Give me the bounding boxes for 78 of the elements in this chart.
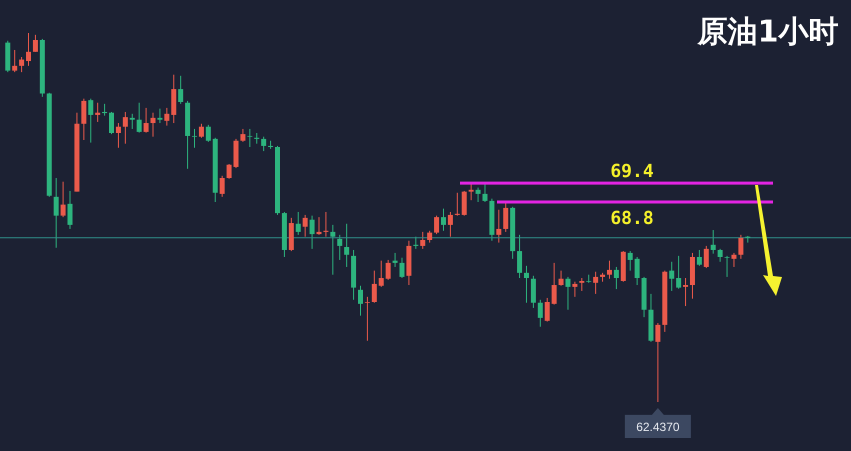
- candlestick: [226, 163, 232, 180]
- candlestick: [95, 102, 100, 122]
- candlestick: [54, 178, 59, 248]
- candlestick: [476, 187, 481, 202]
- candlestick: [26, 32, 32, 66]
- candlestick: [261, 136, 266, 152]
- candlestick: [544, 297, 550, 322]
- candlestick: [614, 266, 619, 290]
- candlestick: [122, 111, 128, 144]
- candlestick: [240, 128, 246, 142]
- candlestick: [330, 224, 336, 276]
- candlestick: [60, 181, 66, 218]
- candlestick: [310, 215, 315, 250]
- candlestick: [198, 123, 204, 138]
- candlestick: [88, 98, 94, 144]
- candlestick: [68, 190, 73, 230]
- candlestick: [655, 322, 660, 402]
- candlestick: [116, 122, 121, 148]
- candlestick: [558, 270, 564, 286]
- candlestick: [572, 281, 578, 298]
- candlestick: [12, 49, 18, 73]
- candlestick: [136, 102, 142, 134]
- candlestick: [268, 140, 274, 150]
- candlestick: [32, 34, 38, 52]
- candlestick: [220, 175, 225, 198]
- candlestick: [579, 278, 584, 292]
- candlestick: [302, 214, 308, 238]
- candlestick: [593, 271, 598, 294]
- candlestick: [109, 111, 114, 135]
- candlestick: [81, 98, 86, 141]
- candlestick: [710, 230, 716, 254]
- candlestick: [344, 223, 350, 268]
- candlestick: [552, 262, 557, 306]
- candlestick: [178, 75, 184, 104]
- candlestick: [503, 202, 508, 232]
- candlestick: [164, 107, 170, 126]
- candlestick: [628, 250, 633, 272]
- candlestick: [676, 255, 682, 290]
- candlestick: [150, 112, 156, 138]
- candlestick: [565, 276, 570, 310]
- candlestick: [718, 248, 723, 262]
- candlestick: [386, 259, 391, 280]
- candlestick: [434, 215, 440, 235]
- candlestick: [420, 231, 426, 250]
- candlestick: [254, 132, 260, 144]
- candlestick: [323, 211, 328, 238]
- candlestick: [399, 257, 404, 279]
- candlestick: [517, 234, 522, 279]
- candlestick: [102, 103, 108, 116]
- candlestick: [392, 252, 398, 268]
- candlestick: [669, 261, 674, 292]
- candlestick: [482, 182, 488, 202]
- candlestick: [206, 124, 211, 142]
- candlestick: [683, 278, 688, 307]
- candlestick: [144, 107, 149, 134]
- candlestick: [448, 211, 453, 238]
- candlestick: [530, 275, 536, 308]
- candlestick: [704, 245, 709, 269]
- candlestick: [606, 260, 612, 280]
- candlestick: [738, 234, 744, 260]
- annotation: 69.4: [610, 161, 654, 182]
- candlestick: [316, 216, 322, 236]
- candlestick: [358, 285, 363, 316]
- candlestick: [413, 236, 418, 250]
- candlestick: [634, 256, 640, 286]
- candlestick: [337, 234, 342, 260]
- candlestick: [696, 249, 702, 266]
- candlestick: [296, 211, 301, 236]
- candlestick: [538, 299, 543, 328]
- candlestick: [19, 56, 24, 73]
- candlestick: [427, 230, 432, 244]
- candlestick: [524, 265, 529, 304]
- annotation: 68.8: [610, 208, 654, 229]
- annotation: 62.4370: [636, 420, 680, 434]
- candlestick: [496, 209, 502, 244]
- candlestick: [731, 252, 736, 268]
- chart-title: 原油1小时: [696, 14, 838, 50]
- candlestick: [440, 208, 446, 232]
